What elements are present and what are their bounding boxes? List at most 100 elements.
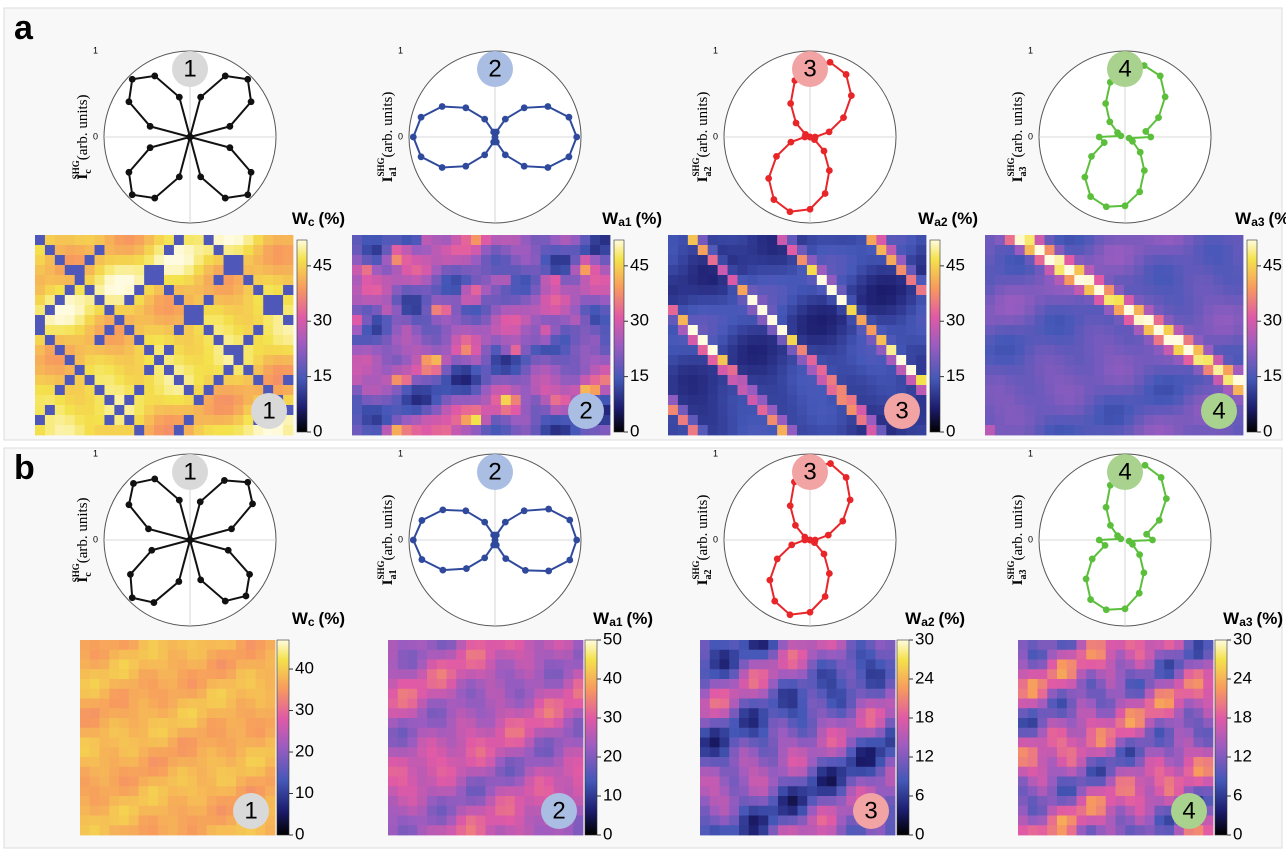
heatmap-cell [382, 325, 392, 335]
heatmap-cell [461, 415, 471, 425]
heatmap-cell [708, 345, 718, 355]
polar-point [1143, 531, 1150, 538]
heatmap-cell [447, 786, 457, 796]
heatmap-cell [768, 767, 778, 777]
heatmap-cell [382, 395, 392, 405]
heatmap-cell [1005, 255, 1015, 265]
heatmap-cell [531, 365, 541, 375]
heatmap-cell [1018, 816, 1028, 826]
heatmap-cell [505, 786, 515, 796]
heatmap-cell [253, 275, 263, 285]
heatmap-cell [144, 395, 154, 405]
heatmap-cell [158, 689, 168, 699]
heatmap-cell [718, 345, 728, 355]
heatmap-cell [95, 425, 105, 435]
heatmap-cell [541, 405, 551, 415]
heatmap-cell [158, 777, 168, 787]
heatmap-cell [1174, 305, 1184, 315]
heatmap-cell [846, 757, 856, 767]
heatmap-cell [104, 295, 114, 305]
heatmap-cell [1155, 757, 1165, 767]
heatmap-cell [447, 669, 457, 679]
colorbar-tick-label: 15 [1263, 366, 1282, 385]
heatmap-cell [85, 365, 95, 375]
heatmap-cell [100, 777, 110, 787]
heatmap-cell [767, 365, 777, 375]
heatmap-cell [767, 345, 777, 355]
heatmap-cell [352, 345, 362, 355]
heatmap-cell [204, 325, 214, 335]
heatmap-cell [1074, 235, 1084, 245]
heatmap-cell [1057, 738, 1067, 748]
heatmap-cell [1096, 679, 1106, 689]
heatmap-cell [382, 405, 392, 415]
heatmap-cell [456, 728, 466, 738]
heatmap-cell [471, 235, 481, 245]
heatmap-cell [885, 669, 895, 679]
heatmap-cell [564, 708, 574, 718]
heatmap-cell [243, 295, 253, 305]
heatmap-cell [392, 285, 402, 295]
heatmap-cell [767, 385, 777, 395]
heatmap-cell [1057, 747, 1067, 757]
heatmap-cell [1134, 235, 1144, 245]
heatmap-cell [807, 295, 817, 305]
heatmap-cell [243, 285, 253, 295]
heatmap-cell [431, 395, 441, 405]
heatmap-cell [1045, 305, 1055, 315]
heatmap-cell [906, 315, 916, 325]
heatmap-cell [1223, 355, 1233, 365]
heatmap-cell [100, 669, 110, 679]
heatmap-cell [985, 355, 995, 365]
heatmap-cell [807, 786, 817, 796]
heatmap-cell [985, 315, 995, 325]
heatmap-cell [827, 806, 837, 816]
heatmap-cell [1035, 255, 1045, 265]
heatmap-cell [866, 689, 876, 699]
heatmap-cell [402, 335, 412, 345]
heatmap-cell [1094, 285, 1104, 295]
heatmap-cell [787, 395, 797, 405]
heatmap-cell [114, 275, 124, 285]
heatmap-cell [412, 345, 422, 355]
heatmap-cell [412, 285, 422, 295]
heatmap-cell [382, 355, 392, 365]
heatmap-cell [1116, 747, 1126, 757]
heatmap-cell [1094, 315, 1104, 325]
heatmap-cell [184, 375, 194, 385]
heatmap-cell [273, 305, 283, 315]
heatmap-cell [1135, 728, 1145, 738]
heatmap-cell [412, 265, 422, 275]
heatmap-cell [847, 285, 857, 295]
heatmap-cell [866, 265, 876, 275]
heatmap-cell [570, 235, 580, 245]
heatmap-cell [787, 375, 797, 385]
heatmap-cell [129, 825, 139, 835]
heatmap-cell [600, 315, 610, 325]
heatmap-cell [481, 425, 491, 435]
heatmap-cell [144, 355, 154, 365]
heatmap-cell [798, 650, 808, 660]
heatmap-cell [700, 669, 710, 679]
heatmap-cell [246, 708, 256, 718]
heatmap-cell [226, 767, 236, 777]
heatmap-cell [747, 275, 757, 285]
heatmap-cell [554, 777, 564, 787]
heatmap-cell [817, 415, 827, 425]
heatmap-cell [65, 395, 75, 405]
heatmap-cell [590, 275, 600, 285]
heatmap-cell [486, 718, 496, 728]
heatmap-cell [224, 255, 234, 265]
polar-point [1158, 474, 1165, 481]
heatmap-cell [263, 355, 273, 365]
heatmap-cell [886, 325, 896, 335]
heatmap-cell [728, 345, 738, 355]
heatmap-cell [154, 375, 164, 385]
heatmap-cell [417, 747, 427, 757]
heatmap-cell [886, 295, 896, 305]
heatmap-cell [1134, 335, 1144, 345]
heatmap-cell [283, 255, 293, 265]
heatmap-cell [168, 816, 178, 826]
heatmap-cell [388, 699, 398, 709]
heatmap-cell [1104, 285, 1114, 295]
